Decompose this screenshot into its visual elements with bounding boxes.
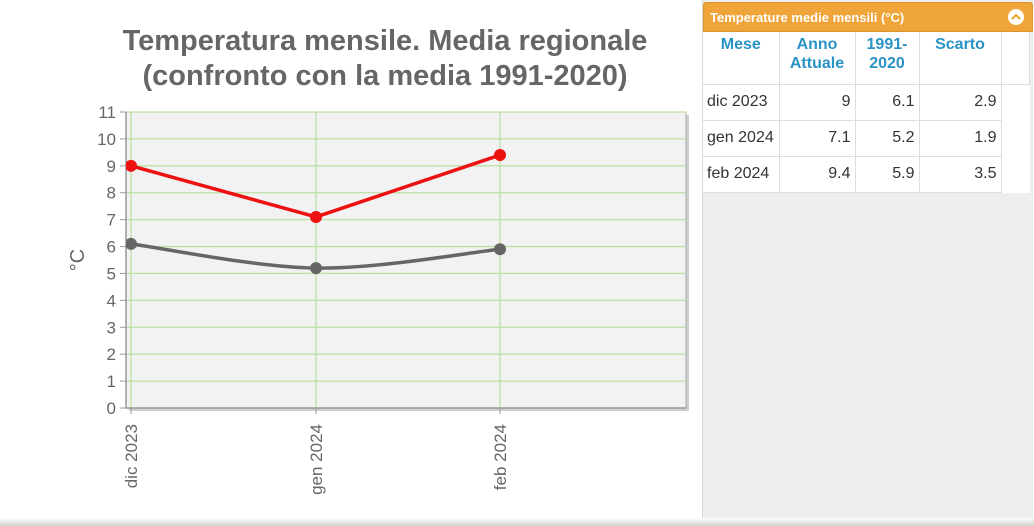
y-tick-label: 5 (107, 264, 116, 283)
bottom-edge-shadow (0, 518, 1034, 526)
cell-media: 5.2 (855, 120, 920, 157)
y-tick-label: 8 (107, 184, 116, 203)
y-tick-label: 6 (107, 238, 116, 257)
header-text: Anno (796, 36, 838, 53)
chart-title: Temperatura mensile. Media regionale (co… (70, 24, 700, 94)
y-tick-label: 3 (107, 318, 116, 337)
chart-area: Temperatura mensile. Media regionale (co… (67, 24, 700, 495)
y-tick-label: 2 (107, 345, 116, 364)
table-header-row: Mese Anno Attuale 1991- 2020 Scarto (703, 32, 1030, 85)
cell-media: 5.9 (855, 156, 920, 193)
cell-media: 6.1 (855, 84, 920, 121)
y-tick-label: 11 (98, 103, 116, 122)
y-tick-label: 4 (107, 291, 116, 310)
line-chart: 0 1 2 3 4 5 6 7 8 9 10 11 dic 2023 gen 2024 feb 2024 °C (67, 103, 689, 495)
cell-attuale: 9 (779, 84, 856, 121)
header-text: 2020 (869, 55, 905, 72)
column-header-1991-2020[interactable]: 1991- 2020 (855, 32, 920, 85)
cell-attuale: 7.1 (779, 120, 856, 157)
header-text: Mese (720, 36, 761, 53)
header-text: Scarto (935, 36, 985, 53)
cell-scarto: 1.9 (919, 120, 1002, 157)
data-point-1-feb-2024 (494, 149, 506, 162)
cell-scarto: 3.5 (919, 156, 1002, 193)
table-row: feb 2024 9.4 5.9 3.5 (703, 156, 1029, 193)
cell-mese: gen 2024 (703, 120, 780, 157)
panel-header[interactable]: Temperature medie mensili (°C) (703, 2, 1033, 32)
data-point-2-dic-2023 (126, 237, 137, 250)
y-tick-label: 9 (107, 157, 116, 176)
table-row: gen 2024 7.1 5.2 1.9 (703, 120, 1029, 157)
data-panel: Temperature medie mensili (°C) Mese Anno… (702, 0, 1033, 522)
y-tick-label: 1 (107, 372, 116, 391)
table-row: dic 2023 9 6.1 2.9 (703, 84, 1029, 121)
column-header-spacer (1001, 32, 1030, 85)
panel-title: Temperature medie mensili (°C) (710, 9, 905, 25)
y-tick-label: 0 (107, 399, 116, 418)
cell-mese: dic 2023 (703, 84, 780, 121)
x-tick-label: feb 2024 (491, 424, 510, 490)
data-point-1-gen-2024 (310, 210, 322, 223)
header-text: Attuale (789, 55, 845, 72)
cell-scarto: 2.9 (919, 84, 1002, 121)
column-header-mese[interactable]: Mese (703, 32, 780, 85)
chevron-up-icon[interactable] (1008, 9, 1024, 25)
cell-attuale: 9.4 (779, 156, 856, 193)
y-tick-label: 7 (107, 211, 116, 230)
chart-title-line-2: (confronto con la media 1991-2020) (142, 60, 628, 92)
x-tick-label: dic 2023 (122, 424, 141, 488)
data-point-2-feb-2024 (494, 243, 506, 256)
y-tick-label: 10 (97, 130, 116, 149)
data-point-1-dic-2023 (126, 159, 137, 172)
y-axis-label: °C (67, 249, 89, 271)
column-header-scarto[interactable]: Scarto (919, 32, 1002, 85)
header-text: 1991- (866, 36, 908, 53)
data-point-2-gen-2024 (310, 262, 322, 275)
chart-title-line-1: Temperatura mensile. Media regionale (122, 25, 648, 57)
column-header-anno-attuale[interactable]: Anno Attuale (779, 32, 856, 85)
plot-background (125, 111, 687, 409)
x-tick-label: gen 2024 (307, 424, 326, 495)
temperature-table: Mese Anno Attuale 1991- 2020 Scarto dic … (703, 32, 1030, 193)
cell-mese: feb 2024 (703, 156, 780, 193)
